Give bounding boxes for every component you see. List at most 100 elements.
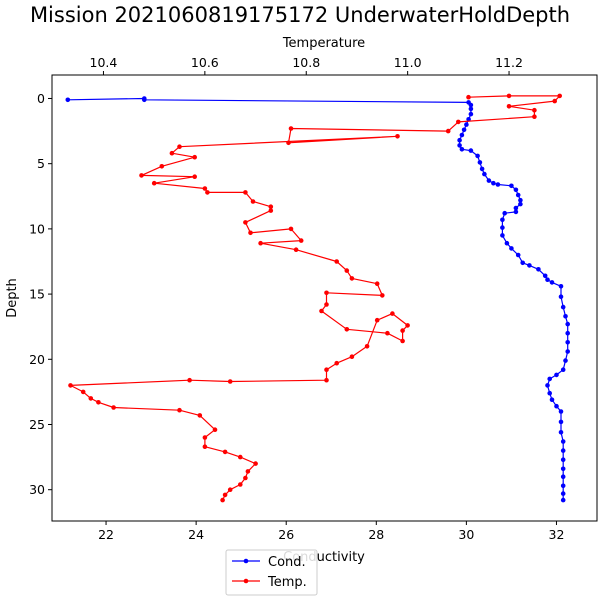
y-tick: 20 <box>29 352 52 367</box>
data-point-temp <box>80 389 86 395</box>
y-tick: 15 <box>29 287 52 302</box>
temperature-tick-label: 10.8 <box>292 55 320 70</box>
data-point-cond <box>565 340 570 345</box>
y-tick: 30 <box>29 482 52 497</box>
data-point-cond <box>468 111 474 117</box>
data-point-temp <box>212 427 218 433</box>
data-point-temp <box>268 204 274 209</box>
conductivity-tick: 30 <box>458 521 474 542</box>
data-point-temp <box>380 293 385 298</box>
data-point-cond <box>563 358 568 363</box>
data-point-cond <box>500 233 505 238</box>
data-point-temp <box>258 240 263 246</box>
data-point-temp <box>319 308 324 314</box>
data-point-temp <box>88 396 94 401</box>
conductivity-tick: 22 <box>98 521 114 542</box>
data-point-temp <box>238 454 243 460</box>
data-point-cond <box>549 397 555 403</box>
series-temp <box>68 93 562 503</box>
data-point-temp <box>288 126 294 131</box>
data-point-cond <box>457 143 462 148</box>
series-cond <box>65 96 570 503</box>
data-point-temp <box>169 150 175 156</box>
data-point-temp <box>344 268 350 273</box>
data-point-cond <box>518 201 523 207</box>
data-point-cond <box>565 330 570 336</box>
data-point-cond <box>554 372 559 378</box>
data-point-temp <box>400 328 405 333</box>
y-tick: 0 <box>37 91 52 106</box>
data-point-temp <box>192 174 197 179</box>
data-point-cond <box>142 97 147 103</box>
data-point-cond <box>560 474 566 480</box>
data-point-temp <box>405 323 410 328</box>
data-point-temp <box>344 327 350 332</box>
data-point-temp <box>288 226 294 232</box>
data-point-cond <box>545 277 550 283</box>
data-point-cond <box>554 403 559 409</box>
data-point-cond <box>479 166 485 172</box>
data-point-cond <box>459 147 465 152</box>
legend-temp-label: Temp. <box>267 575 307 590</box>
data-point-temp <box>334 259 340 264</box>
data-point-temp <box>395 134 400 139</box>
y-tick-label: 25 <box>29 417 45 432</box>
data-point-temp <box>324 377 329 383</box>
data-point-cond <box>558 430 564 435</box>
data-point-cond <box>468 148 474 153</box>
y-axis-ticks: 0 5 10 15 20 25 30 <box>29 91 52 497</box>
data-point-cond <box>513 205 519 211</box>
data-point-temp <box>187 377 192 383</box>
data-point-cond <box>560 304 566 310</box>
data-point-cond <box>468 106 474 112</box>
data-point-temp <box>202 186 208 191</box>
y-tick: 5 <box>37 156 52 171</box>
data-point-temp <box>324 302 329 307</box>
data-point-temp <box>506 93 512 99</box>
data-point-temp <box>293 247 299 252</box>
legend: Cond. Temp. <box>225 549 318 596</box>
data-point-cond <box>547 390 552 396</box>
data-point-temp <box>243 475 248 481</box>
data-point-temp <box>374 281 380 287</box>
temperature-tick: 10.4 <box>90 55 117 75</box>
data-point-temp <box>177 144 182 149</box>
data-point-temp <box>324 367 329 373</box>
y-tick-label: 30 <box>29 482 45 497</box>
data-point-temp <box>552 98 557 104</box>
conductivity-tick-label: 32 <box>549 527 565 542</box>
y-tick-label: 20 <box>29 352 45 367</box>
y-tick-label: 15 <box>29 287 45 302</box>
data-point-temp <box>139 173 144 178</box>
data-point-cond <box>502 210 508 216</box>
legend-cond-marker <box>243 558 249 564</box>
data-point-cond <box>558 419 564 425</box>
data-point-temp <box>349 276 355 281</box>
data-point-cond <box>457 137 462 143</box>
data-point-temp <box>220 497 225 503</box>
data-point-temp <box>385 330 390 336</box>
data-point-temp <box>456 119 461 125</box>
data-point-temp <box>253 461 258 466</box>
data-point-temp <box>390 311 395 316</box>
data-point-temp <box>349 354 355 360</box>
data-point-cond <box>563 314 568 319</box>
data-point-temp <box>286 140 291 146</box>
data-point-temp <box>227 487 233 493</box>
data-point-cond <box>513 187 519 193</box>
temperature-tick-label: 10.6 <box>191 55 219 70</box>
y-axis-label: Depth <box>5 278 20 318</box>
data-point-temp <box>532 114 537 119</box>
data-point-cond <box>509 183 514 189</box>
temperature-axis-ticks: 10.4 10.6 10.8 11.0 11.2 <box>90 55 523 75</box>
data-point-temp <box>159 164 165 169</box>
data-point-cond <box>536 267 541 272</box>
y-tick-label: 5 <box>37 156 45 171</box>
data-point-cond <box>477 160 483 165</box>
temperature-tick: 10.6 <box>191 55 219 75</box>
data-point-temp <box>151 180 157 186</box>
data-point-cond <box>520 260 525 266</box>
y-tick: 25 <box>29 417 52 432</box>
data-point-temp <box>222 492 228 498</box>
